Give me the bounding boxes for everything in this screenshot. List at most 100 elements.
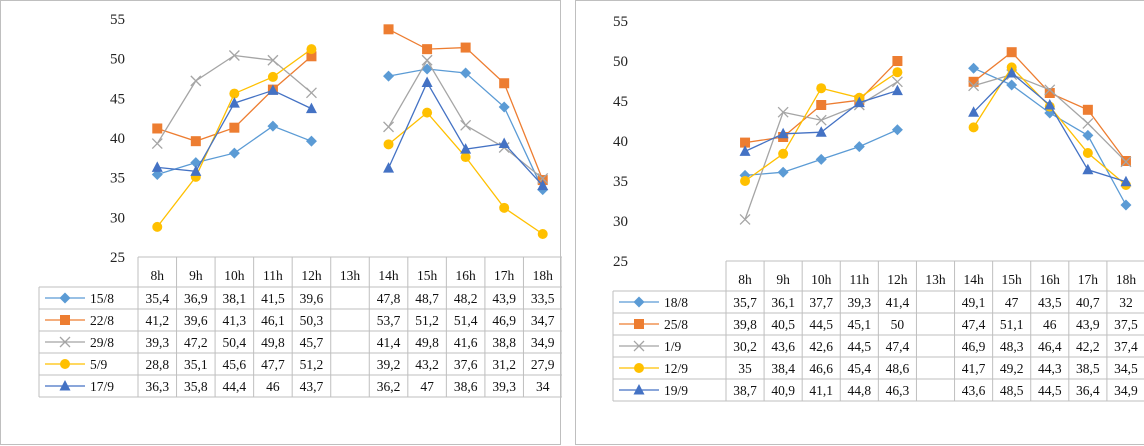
chart2-point-12-9-14h: [968, 122, 979, 133]
chart2-xtick-9h: 9h: [776, 272, 790, 287]
chart2-point-19-9-18h: [1120, 175, 1132, 187]
chart1-cell-22-8-10h: 41,3: [223, 313, 247, 328]
chart2-legend-marker-19-9: [633, 384, 645, 395]
chart2-series-25-8: [740, 47, 1131, 166]
chart1-point-22-8-8h: [152, 123, 163, 134]
chart1-point-17-9-18h: [537, 179, 549, 191]
chart1-xtick-14h: 14h: [378, 268, 399, 283]
chart2-point-12-9-12h: [892, 67, 903, 78]
chart2-point-19-9-11h: [853, 96, 865, 108]
chart1-point-29-8-14h: [383, 121, 395, 133]
chart2-cell-19-9-16h: 44,5: [1038, 383, 1062, 398]
chart1-cell-17-9-17h: 39,3: [492, 379, 516, 394]
chart1-point-17-9-16h: [460, 143, 472, 154]
chart1-cell-29-8-16h: 41,6: [454, 335, 478, 350]
chart2-cell-19-9-11h: 44,8: [848, 383, 872, 398]
chart2-legend-marker-12-9: [634, 363, 644, 373]
chart2-cell-12-9-17h: 38,5: [1076, 361, 1100, 376]
chart1-ytick-50: 50: [110, 52, 125, 68]
chart2-xtick-10h: 10h: [811, 272, 832, 287]
chart2-cell-1-9-15h: 48,3: [1000, 339, 1024, 354]
chart2-cell-18-8-18h: 32: [1119, 295, 1133, 310]
chart1-ytick-40: 40: [110, 131, 125, 147]
chart1-cell-29-8-9h: 47,2: [184, 335, 208, 350]
chart1-cell-17-9-16h: 38,6: [454, 379, 478, 394]
chart1-point-17-9-11h: [267, 84, 279, 95]
chart1-legend-22-8: 22/8: [45, 313, 114, 328]
chart2-point-12-9-10h: [816, 83, 827, 94]
chart1-cell-15-8-9h: 36,9: [184, 291, 208, 306]
chart1-point-15-8-15h: [421, 63, 433, 75]
chart1-cell-5-9-14h: 39,2: [377, 357, 401, 372]
chart1-cell-29-8-15h: 49,8: [415, 335, 439, 350]
chart1-cell-29-8-18h: 34,9: [531, 335, 555, 350]
chart1-cell-22-8-9h: 39,6: [184, 313, 208, 328]
chart2-legend-label-25-8: 25/8: [664, 317, 688, 332]
chart2-point-25-8-8h: [740, 137, 751, 148]
chart2-legend-label-12-9: 12/9: [664, 361, 688, 376]
chart2-ytick-55: 55: [613, 14, 628, 30]
chart2-cell-19-9-18h: 34,9: [1114, 383, 1138, 398]
chart1-cell-22-8-14h: 53,7: [377, 313, 401, 328]
chart1-point-5-9-10h: [229, 88, 240, 99]
chart2-legend-marker-1-9: [633, 340, 645, 352]
chart1-point-29-8-11h: [267, 54, 279, 66]
chart2-cell-19-9-15h: 48,5: [1000, 383, 1024, 398]
chart1-cell-17-9-14h: 36,2: [377, 379, 401, 394]
chart1-xtick-10h: 10h: [224, 268, 245, 283]
chart1-point-15-8-17h: [498, 101, 510, 113]
chart1-legend-15-8: 15/8: [45, 291, 114, 306]
chart1-cell-22-8-16h: 51,4: [454, 313, 478, 328]
chart1-ytick-35: 35: [110, 171, 125, 187]
chart1-cell-17-9-18h: 34: [536, 379, 550, 394]
chart1-cell-22-8-12h: 50,3: [300, 313, 324, 328]
chart1-series-29-8: [151, 50, 549, 184]
chart1-cell-5-9-18h: 27,9: [531, 357, 555, 372]
chart2-cell-12-9-10h: 46,6: [809, 361, 833, 376]
chart2-cell-19-9-17h: 36,4: [1076, 383, 1100, 398]
chart2-point-1-9-8h: [739, 213, 751, 225]
chart1-line-17-9-seg1: [387, 81, 544, 187]
chart1-point-29-8-12h: [305, 87, 317, 99]
chart-left-panel: 25 30 35 40 45 50 55 8h 9h 10h 11h 12h 13h 14h 15h 16h 1…: [0, 0, 562, 445]
chart1-cell-15-8-10h: 38,1: [223, 291, 247, 306]
chart1-point-22-8-12h: [306, 51, 317, 62]
chart1-xtick-16h: 16h: [456, 268, 477, 283]
chart1-legend-marker-5-9: [60, 359, 70, 369]
chart1-legend-marker-29-8: [59, 336, 71, 348]
chart2-legend-12-9: 12/9: [619, 361, 688, 376]
chart2-cell-12-9-8h: 35: [738, 361, 752, 376]
chart1-cell-29-8-17h: 38,8: [492, 335, 516, 350]
chart2-point-1-9-12h: [891, 76, 903, 88]
chart1-point-29-8-15h: [421, 54, 433, 66]
chart2-point-18-8-9h: [777, 166, 789, 178]
chart2-point-25-8-16h: [1044, 88, 1055, 98]
chart1-cell-15-8-14h: 47,8: [377, 291, 401, 306]
chart2-cell-25-8-14h: 47,4: [962, 317, 986, 332]
chart2-xtick-12h: 12h: [887, 272, 908, 287]
chart2-xtick-15h: 15h: [1002, 272, 1023, 287]
chart1-xtick-12h: 12h: [301, 268, 322, 283]
chart2-cell-25-8-11h: 45,1: [848, 317, 872, 332]
chart1-cell-22-8-17h: 46,9: [492, 313, 516, 328]
chart1-point-22-8-10h: [229, 122, 240, 133]
chart2-point-18-8-15h: [1006, 79, 1018, 91]
chart1-cell-15-8-18h: 33,5: [531, 291, 555, 306]
chart2-point-1-9-10h: [815, 114, 827, 126]
chart1-point-15-8-11h: [267, 120, 279, 132]
chart1-point-17-9-8h: [151, 161, 163, 172]
chart1-cell-5-9-11h: 47,7: [261, 357, 285, 372]
chart2-ytick-45: 45: [613, 94, 628, 110]
chart1-cell-17-9-8h: 36,3: [145, 379, 169, 394]
chart-right-panel: 25 30 35 40 45 50 55 8h 9h 10h 11h 12h 13h 14h 15h 16h 1…: [575, 0, 1144, 445]
chart2-legend-label-1-9: 1/9: [664, 339, 682, 354]
chart1-point-29-8-8h: [151, 138, 163, 150]
chart1-cell-22-8-8h: 41,2: [145, 313, 169, 328]
chart2-cell-25-8-17h: 43,9: [1076, 317, 1100, 332]
chart1-point-5-9-12h: [306, 44, 317, 55]
chart2-cell-12-9-14h: 41,7: [962, 361, 986, 376]
chart2-point-19-9-12h: [891, 84, 903, 96]
chart2-cell-25-8-9h: 40,5: [771, 317, 795, 332]
chart2-point-25-8-17h: [1082, 104, 1093, 115]
chart2-cell-25-8-16h: 46: [1043, 317, 1057, 332]
